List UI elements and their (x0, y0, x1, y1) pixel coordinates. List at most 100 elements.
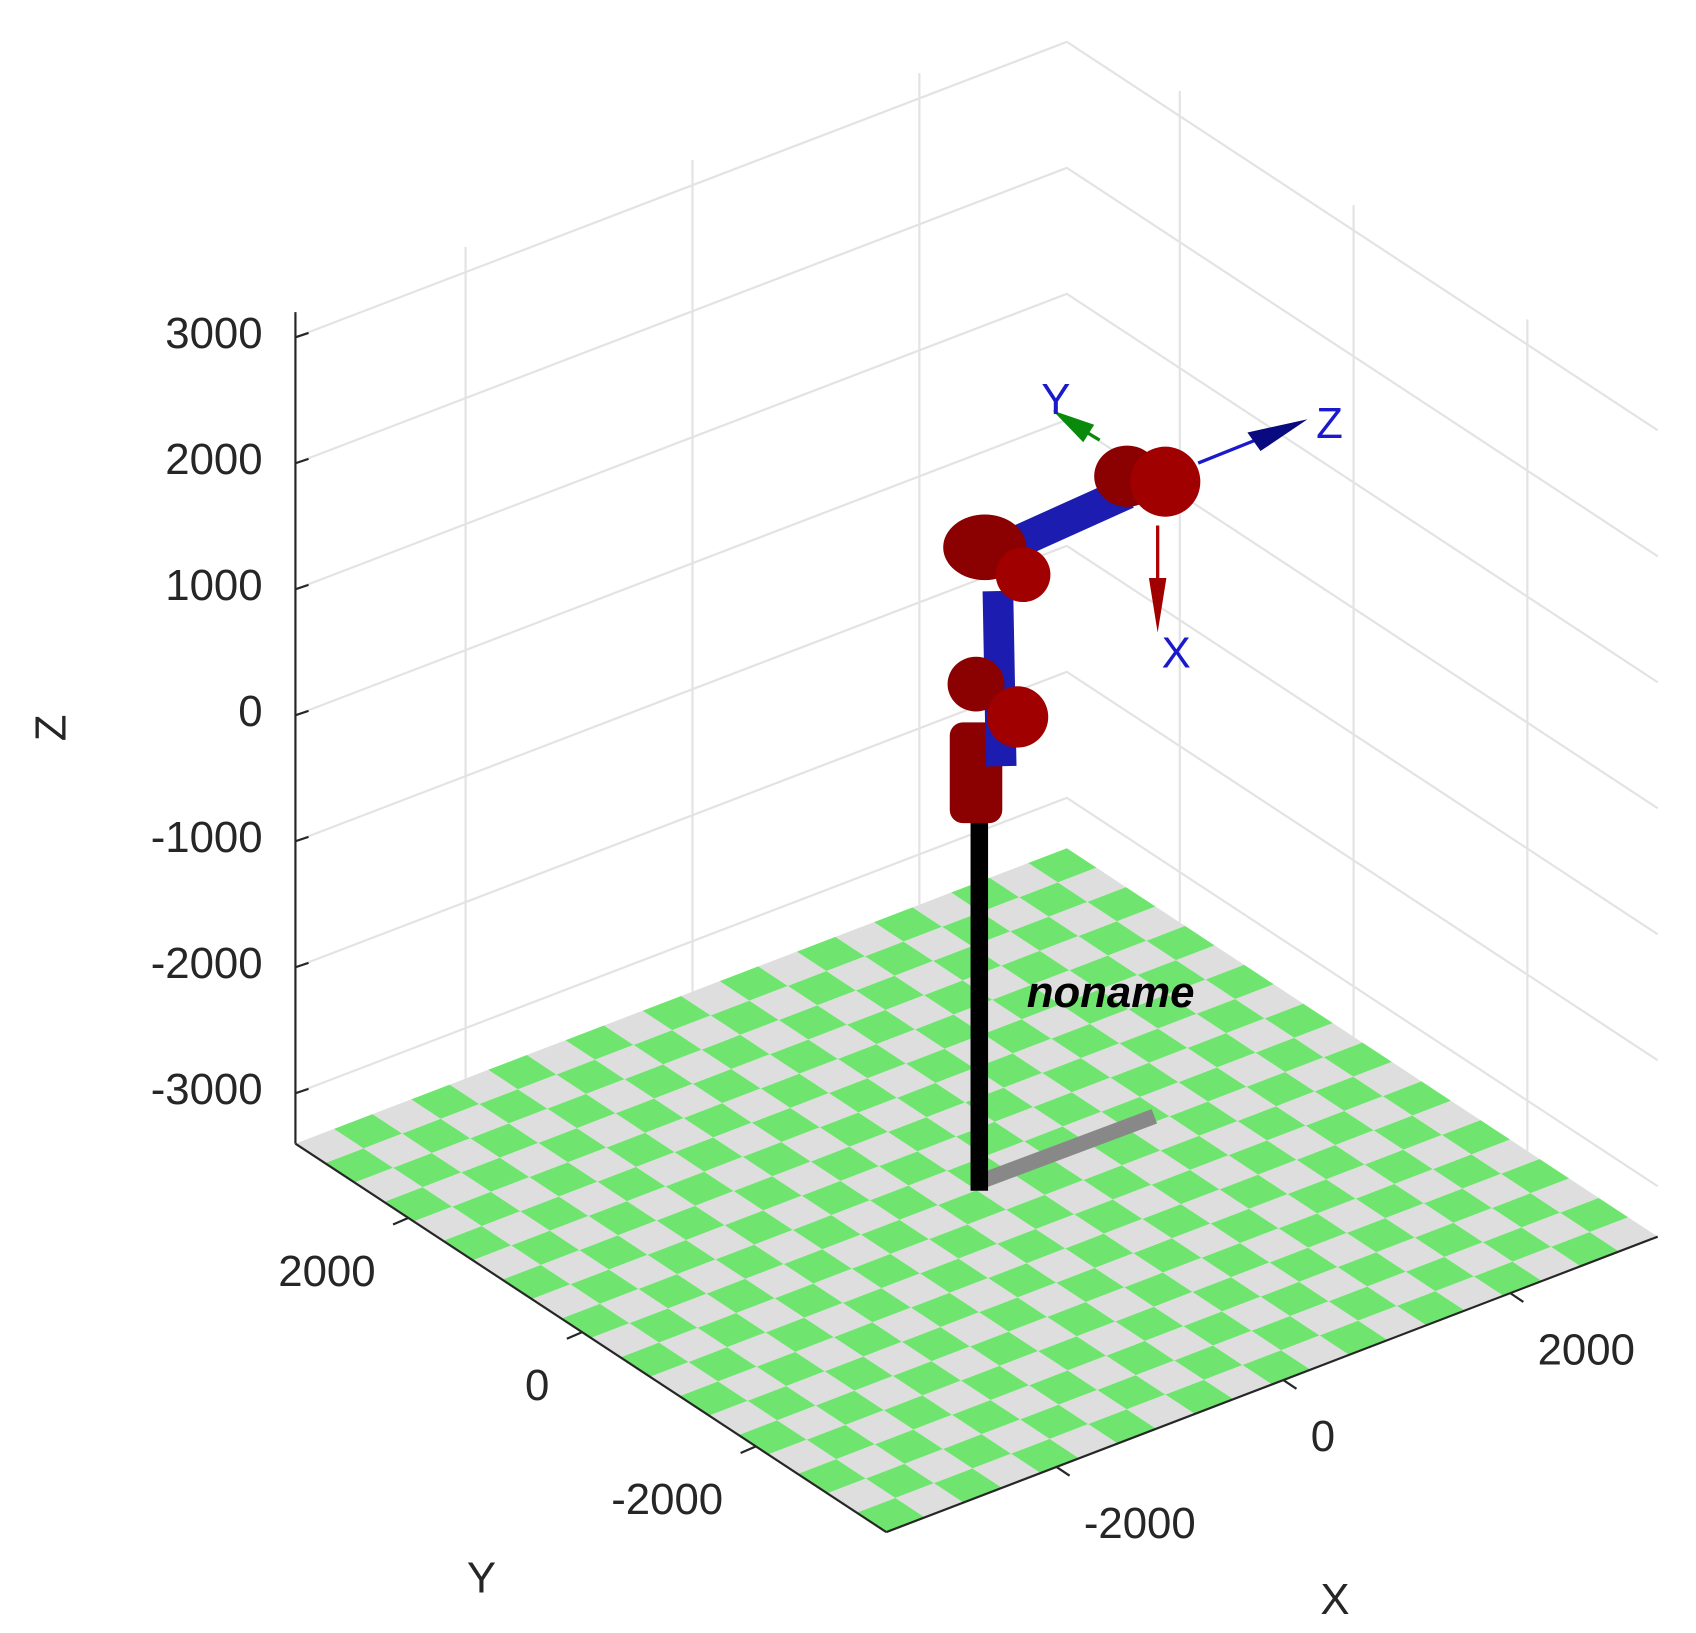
floor-tile (663, 1049, 732, 1084)
floor-tile (1405, 1256, 1474, 1292)
floor-tile (960, 1365, 1030, 1400)
floor-tile (967, 1209, 1036, 1244)
floor-tile (831, 1200, 900, 1235)
floor-tile (1305, 1110, 1374, 1146)
z-tick (295, 961, 309, 969)
z-tick-label: 1000 (165, 561, 262, 610)
floor-tile (1133, 1238, 1202, 1273)
floor-tile (558, 1181, 627, 1216)
floor-tile (912, 892, 981, 927)
floor-tile (1162, 1257, 1231, 1292)
floor-tile (854, 1375, 923, 1411)
floor-tile (626, 1186, 696, 1221)
floor-tile (1098, 974, 1167, 1010)
floor-tile (695, 1190, 764, 1226)
floor-tile (549, 1215, 618, 1251)
floor-tile (1044, 1180, 1113, 1215)
floor-tile (654, 1083, 723, 1118)
floor-tile (1205, 964, 1274, 999)
floor-tile (1124, 1272, 1193, 1307)
floor-tile (1028, 848, 1097, 883)
floor-tile (1119, 1028, 1188, 1063)
floor-tile (481, 1211, 550, 1246)
floor-tile (1035, 1214, 1104, 1249)
floor-tile (894, 960, 963, 996)
robot (943, 410, 1308, 1191)
floor-tile (526, 1040, 595, 1075)
floor-tile (1153, 1291, 1222, 1327)
floor-tile (490, 1177, 559, 1212)
floor-tile (718, 1366, 787, 1401)
floor-tile (989, 863, 1058, 898)
z-tick-label: 2000 (165, 435, 262, 484)
floor-tile (806, 1424, 875, 1460)
floor-tile (881, 1273, 950, 1308)
floor-tile (677, 1259, 746, 1294)
floor-tile (411, 1084, 480, 1119)
floor-tile (1500, 1158, 1570, 1194)
floor-tile (594, 1044, 664, 1080)
floor-tile (1008, 1316, 1077, 1352)
floor-tile (1085, 1287, 1154, 1322)
floor-tile (1287, 1179, 1356, 1214)
floor-tile (1260, 1281, 1329, 1316)
floor-tile (836, 1444, 905, 1479)
floor-tile (1012, 1038, 1081, 1073)
floor-tile (1094, 1253, 1163, 1288)
floor-tile (896, 1082, 966, 1118)
floor-tile (1169, 1101, 1238, 1136)
floor-tile (1453, 1207, 1522, 1243)
floor-tile (1276, 1091, 1345, 1126)
floor-tile (1394, 1169, 1463, 1204)
floor-tile (1047, 1302, 1116, 1337)
floor-tile (908, 1170, 977, 1205)
floor-tile (1376, 1237, 1445, 1272)
floor-tile (1364, 1149, 1433, 1184)
grid-line (295, 40, 1659, 432)
floor-tile (1103, 1218, 1172, 1254)
z-tick (295, 583, 309, 591)
floor-tile (1269, 1247, 1338, 1282)
floor-tile (1110, 1062, 1179, 1097)
floor-tile (799, 1058, 868, 1094)
frame-z-head (1247, 419, 1308, 452)
floor-tile (1180, 1189, 1250, 1224)
floor-tile (1530, 1178, 1599, 1213)
grid-line (295, 292, 1659, 684)
floor-tile (804, 1302, 873, 1338)
floor-tile (1001, 950, 1070, 986)
floor-tile (1403, 1134, 1472, 1170)
floor-tile (1385, 1203, 1454, 1238)
floor-tile (864, 941, 934, 976)
floor-tile (1174, 1345, 1243, 1380)
x-tick (1282, 1379, 1298, 1390)
floor-tile (1115, 1306, 1184, 1341)
floor-tile (567, 1147, 636, 1182)
floor-tile (994, 1107, 1063, 1142)
floor-tile (1249, 1193, 1318, 1229)
floor-tile (971, 931, 1040, 966)
floor-tile (1137, 960, 1206, 995)
floor-tile (1323, 1042, 1392, 1077)
floor-tile (981, 1419, 1050, 1454)
floor-tile (1296, 1145, 1365, 1180)
frame-z-label: Z (1316, 399, 1343, 448)
floor-tile (849, 1131, 918, 1167)
floor-tile (1074, 1199, 1143, 1234)
floor-tile (777, 1405, 846, 1440)
floor-tile (1030, 970, 1099, 1005)
floor-tile (833, 1322, 902, 1357)
floor-tile (795, 1337, 864, 1372)
floor-tile (1089, 1009, 1158, 1044)
floor-tile (778, 1005, 847, 1040)
floor-tile (942, 1434, 1012, 1469)
y-tick (740, 1445, 757, 1454)
floor-tile (869, 1185, 938, 1220)
x-tick-label: 2000 (1538, 1325, 1635, 1374)
floor-tile (1264, 1003, 1333, 1038)
floor-tile (585, 1079, 655, 1114)
floor-tile (697, 1312, 766, 1348)
floor-tile (851, 1253, 920, 1289)
floor-tile (1192, 1277, 1261, 1312)
